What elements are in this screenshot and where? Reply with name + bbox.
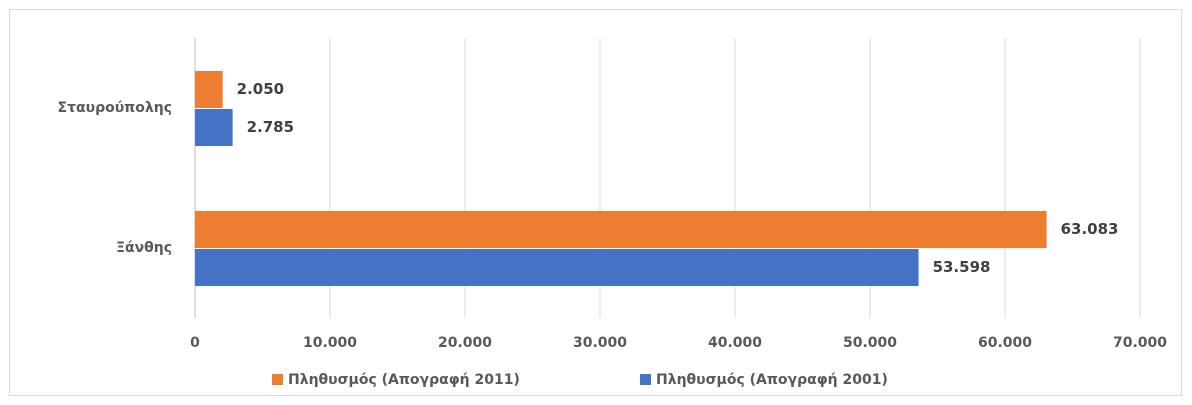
- x-tick-label: 20.000: [438, 335, 492, 351]
- data-label: 63.083: [1061, 220, 1119, 238]
- legend-label: Πληθυσμός (Απογραφή 2011): [288, 372, 520, 388]
- x-tick-label: 70.000: [1113, 335, 1167, 351]
- x-tick-label: 50.000: [843, 335, 897, 351]
- data-label: 2.050: [237, 80, 284, 98]
- bar: [195, 211, 1047, 248]
- y-tick-label: Σταυρούπολης: [58, 100, 172, 116]
- x-tick-label: 0: [190, 335, 200, 351]
- legend-swatch: [640, 374, 651, 385]
- bar: [195, 71, 223, 108]
- bar: [195, 109, 233, 146]
- data-label: 53.598: [933, 258, 991, 276]
- y-tick-label: Ξάνθης: [116, 240, 172, 256]
- bar: [195, 249, 919, 286]
- x-tick-label: 60.000: [978, 335, 1032, 351]
- legend-label: Πληθυσμός (Απογραφή 2001): [656, 372, 888, 388]
- x-tick-label: 40.000: [708, 335, 762, 351]
- x-tick-label: 30.000: [573, 335, 627, 351]
- x-tick-label: 10.000: [303, 335, 357, 351]
- legend-swatch: [272, 374, 283, 385]
- data-label: 2.785: [247, 118, 294, 136]
